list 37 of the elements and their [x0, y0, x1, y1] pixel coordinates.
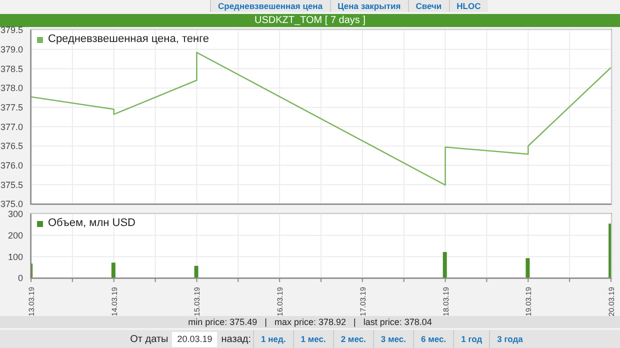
text: 1 год [453, 330, 490, 348]
bar [526, 258, 530, 278]
text: Средневзвешенная цена [210, 0, 330, 12]
y-tick-label: 0 [18, 273, 23, 284]
text: От даты [130, 334, 168, 344]
y-tick-label: 377.0 [0, 122, 23, 132]
text: 6 мес. [413, 330, 454, 348]
text: Свечи [408, 0, 449, 12]
legend-label: Средневзвешенная цена, тенге [48, 33, 209, 46]
y-tick-label: 379.0 [0, 44, 23, 55]
text: 1 нед. [253, 330, 293, 348]
line-series [31, 52, 611, 186]
y-tick-label: 375.0 [0, 199, 23, 210]
y-tick-label: 379.5 [0, 25, 23, 36]
y-tick-label: 376.5 [0, 141, 23, 152]
legend-label: Объем, млн USD [48, 217, 136, 230]
text: назад: [221, 334, 252, 344]
bar [194, 266, 198, 278]
y-tick-label: 200 [8, 230, 23, 241]
y-tick-label: 100 [8, 252, 23, 262]
chart-title: USDKZT_TOM [ 7 days ] [0, 14, 620, 27]
y-tick-label: 378.5 [0, 64, 23, 74]
text: 1 мес. [292, 330, 333, 348]
text: 3 мес. [372, 330, 414, 348]
text: 2 мес. [332, 330, 373, 348]
y-tick-label: 375.5 [0, 180, 23, 190]
text: Цена закрытия [330, 0, 408, 12]
bar [111, 262, 116, 278]
y-tick-label: 377.5 [0, 102, 23, 113]
y-tick-label: 300 [8, 209, 23, 220]
bar [442, 252, 447, 278]
text: HLOC [448, 0, 488, 12]
text: 20.03.19 [172, 332, 218, 346]
y-tick-label: 376.0 [0, 160, 23, 171]
text: min price: 375.49 | max price: 378.92 | last price: 378.04 [0, 316, 620, 328]
y-tick-label: 378.0 [0, 83, 23, 94]
text: 3 года [489, 330, 530, 348]
